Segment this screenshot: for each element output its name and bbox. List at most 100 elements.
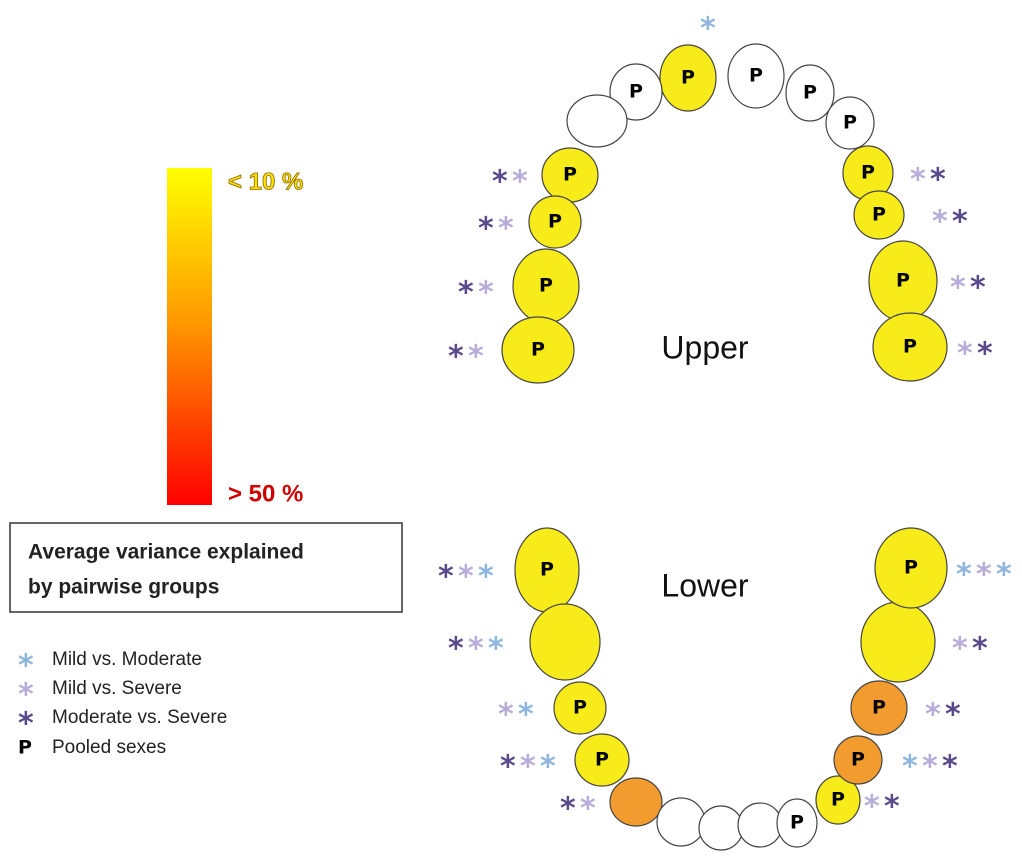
- star: *: [498, 698, 514, 733]
- pooled-mark: P: [681, 67, 695, 89]
- star: *: [560, 792, 576, 827]
- tooth: [737, 802, 783, 848]
- pooled-mark: P: [851, 749, 865, 771]
- star: *: [518, 698, 534, 733]
- tooth: [727, 43, 785, 109]
- tooth: [785, 64, 835, 122]
- caption-box: [9, 522, 403, 613]
- star: *: [925, 698, 941, 733]
- star: *: [458, 276, 474, 311]
- star: *: [478, 276, 494, 311]
- tooth: [776, 798, 818, 848]
- scale-bottom-label: > 50 %: [228, 480, 303, 507]
- tooth: [528, 195, 582, 249]
- pooled-mark: P: [831, 789, 845, 811]
- star: *: [902, 750, 918, 785]
- caption-line: Average variance explained: [28, 541, 304, 564]
- star: *: [478, 212, 494, 247]
- caption-line: by pairwise groups: [28, 576, 219, 599]
- star: *: [540, 750, 556, 785]
- star: *: [488, 632, 504, 667]
- star: *: [970, 271, 986, 306]
- star: *: [884, 790, 900, 825]
- star: *: [468, 632, 484, 667]
- tooth: [860, 601, 936, 683]
- star: *: [952, 632, 968, 667]
- legend-star: *: [18, 649, 34, 684]
- star: *: [957, 337, 973, 372]
- tooth: [825, 96, 875, 150]
- tooth: [566, 94, 628, 148]
- star: *: [945, 698, 961, 733]
- star: *: [448, 632, 464, 667]
- tooth: [874, 527, 948, 609]
- star: *: [977, 337, 993, 372]
- tooth: [853, 190, 905, 240]
- star: *: [512, 165, 528, 200]
- arch-label: Upper: [661, 329, 749, 365]
- star: *: [700, 12, 716, 47]
- pooled-mark: P: [903, 336, 917, 358]
- tooth: [501, 316, 575, 384]
- pooled-mark: P: [595, 749, 609, 771]
- tooth: [833, 735, 883, 785]
- arch-label: Lower: [661, 567, 749, 603]
- star: *: [950, 271, 966, 306]
- star: *: [932, 205, 948, 240]
- pooled-mark: P: [861, 162, 875, 184]
- legend-label: Mild vs. Moderate: [52, 649, 202, 670]
- star: *: [492, 165, 508, 200]
- pooled-mark: P: [904, 557, 918, 579]
- star: *: [580, 792, 596, 827]
- color-scale: [167, 168, 212, 505]
- tooth: [872, 312, 948, 382]
- legend-label: Pooled sexes: [52, 737, 166, 758]
- legend-star: *: [18, 678, 34, 713]
- pooled-mark: P: [843, 112, 857, 134]
- tooth: [656, 797, 706, 847]
- tooth: [698, 805, 744, 851]
- star: *: [956, 558, 972, 593]
- star: *: [498, 212, 514, 247]
- tooth: [609, 63, 663, 121]
- star: *: [976, 558, 992, 593]
- star: *: [500, 750, 516, 785]
- scale-top-label: < 10 %: [228, 168, 303, 195]
- pooled-mark: P: [539, 275, 553, 297]
- pooled-mark: P: [531, 339, 545, 361]
- tooth: [574, 733, 630, 787]
- legend-label: Moderate vs. Severe: [52, 707, 227, 728]
- star: *: [930, 163, 946, 198]
- legend-label: Mild vs. Severe: [52, 678, 182, 699]
- legend-star: *: [18, 707, 34, 742]
- star: *: [922, 750, 938, 785]
- star: *: [438, 560, 454, 595]
- tooth: [815, 775, 861, 825]
- pooled-mark: P: [573, 697, 587, 719]
- pooled-mark: P: [896, 270, 910, 292]
- pooled-mark: P: [749, 65, 763, 87]
- legend-symbol: P: [18, 737, 32, 759]
- pooled-mark: P: [540, 559, 554, 581]
- pooled-mark: P: [803, 82, 817, 104]
- star: *: [942, 750, 958, 785]
- tooth: [553, 681, 607, 735]
- pooled-mark: P: [872, 204, 886, 226]
- pooled-mark: P: [872, 697, 886, 719]
- pooled-mark: P: [790, 812, 804, 834]
- star: *: [448, 340, 464, 375]
- tooth: [659, 44, 717, 112]
- star: *: [458, 560, 474, 595]
- star: *: [520, 750, 536, 785]
- star: *: [972, 632, 988, 667]
- tooth: [609, 777, 663, 827]
- pooled-mark: P: [629, 81, 643, 103]
- star: *: [864, 790, 880, 825]
- pooled-mark: P: [548, 211, 562, 233]
- tooth: [850, 680, 908, 736]
- star: *: [952, 205, 968, 240]
- pooled-mark: P: [563, 164, 577, 186]
- star: *: [468, 340, 484, 375]
- star: *: [910, 163, 926, 198]
